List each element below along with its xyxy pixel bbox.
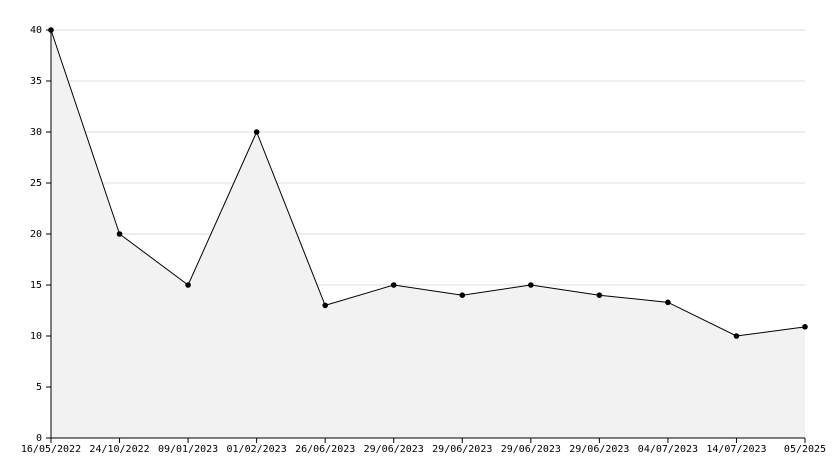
x-tick-label: 26/06/2023: [295, 444, 355, 455]
y-tick-label: 30: [30, 127, 42, 138]
area: [51, 30, 805, 438]
point: [802, 324, 808, 330]
y-tick-label: 25: [30, 178, 42, 189]
point: [459, 292, 466, 299]
point: [528, 282, 534, 288]
point: [596, 292, 603, 299]
point: [253, 129, 260, 135]
point: [116, 231, 123, 237]
y-tick-label: 20: [30, 229, 42, 240]
point: [390, 282, 397, 288]
x-tick-label: 29/06/2023: [364, 444, 424, 455]
x-tick-label: 14/07/2023: [706, 444, 766, 455]
x-tick-label: 29/06/2023: [432, 444, 492, 455]
x-tick-label: 09/01/2023: [158, 444, 218, 455]
y-tick-label: 10: [30, 331, 42, 342]
point: [322, 302, 328, 309]
line: [50, 29, 806, 337]
y-tick-label: 5: [36, 382, 42, 393]
x-tick-label: 24/10/2022: [89, 444, 149, 455]
x-tick-label: 29/06/2023: [501, 444, 561, 455]
x-tick-label: 16/05/2022: [21, 444, 81, 455]
y-tick-label: 35: [30, 76, 42, 87]
point: [665, 299, 671, 306]
point: [48, 27, 54, 33]
x-tick-label: 29/06/2023: [569, 444, 629, 455]
y-tick-label: 0: [36, 433, 42, 444]
point: [733, 333, 740, 339]
point: [185, 282, 191, 288]
x-tick-label: 01/02/2023: [227, 444, 287, 455]
y-tick-label: 15: [30, 280, 42, 291]
y-tick-label: 40: [30, 25, 42, 36]
x-tick-label: 05/2025: [784, 444, 826, 455]
x-tick-label: 04/07/2023: [638, 444, 698, 455]
